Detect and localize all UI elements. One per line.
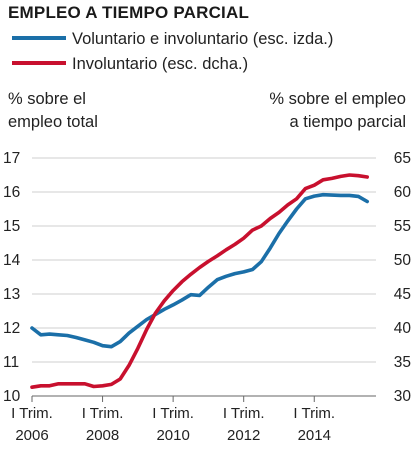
legend-label-involuntario: Involuntario (esc. dcha.) (72, 55, 248, 73)
left-tick-label: 15 (3, 218, 20, 235)
x-tick-label-line2: 2008 (86, 427, 119, 444)
tick-layer: 10 11 12 13 14 15 16 17 30 35 40 45 50 55 60 65 I Trim. 2… (3, 150, 411, 444)
x-tick-label-line2: 2012 (227, 427, 260, 444)
x-tick-label-line2: 2014 (298, 427, 331, 444)
left-tick-label: 17 (3, 150, 20, 167)
left-tick-label: 14 (3, 252, 21, 269)
series-line-voluntario (30, 192, 370, 349)
left-tick-label: 10 (3, 388, 21, 405)
legend: Voluntario e involuntario (esc. izda.) I… (12, 30, 333, 73)
left-axis-title-line2: empleo total (8, 113, 98, 131)
x-tick-label-line1: I Trim. (223, 405, 265, 422)
right-tick-label: 35 (394, 354, 411, 371)
series-layer (30, 173, 370, 390)
right-tick-label: 65 (394, 150, 411, 167)
left-axis-title-line1: % sobre el (8, 90, 86, 108)
legend-label-voluntario: Voluntario e involuntario (esc. izda.) (72, 30, 333, 48)
left-tick-label: 13 (3, 286, 20, 303)
right-axis-title-line1: % sobre el empleo (269, 90, 406, 108)
left-tick-label: 16 (3, 184, 20, 201)
right-tick-label: 30 (394, 388, 412, 405)
series-line-involuntario (30, 173, 370, 390)
right-tick-label: 45 (394, 286, 411, 303)
x-tick-label-line1: I Trim. (11, 405, 53, 422)
left-tick-label: 11 (3, 354, 19, 371)
right-tick-label: 55 (394, 218, 411, 235)
x-tick-label-line1: I Trim. (293, 405, 335, 422)
right-tick-label: 40 (394, 320, 412, 337)
left-tick-label: 12 (3, 320, 20, 337)
grid-layer (32, 157, 376, 363)
right-tick-label: 60 (394, 184, 412, 201)
chart-title: EMPLEO A TIEMPO PARCIAL (8, 3, 249, 22)
right-axis-title-line2: a tiempo parcial (290, 113, 406, 131)
x-tick-label-line1: I Trim. (82, 405, 124, 422)
x-tick-label-line2: 2006 (15, 427, 48, 444)
x-tick-label-line1: I Trim. (152, 405, 194, 422)
right-tick-label: 50 (394, 252, 412, 269)
axis-layer (31, 395, 376, 402)
x-tick-label-line2: 2010 (156, 427, 189, 444)
